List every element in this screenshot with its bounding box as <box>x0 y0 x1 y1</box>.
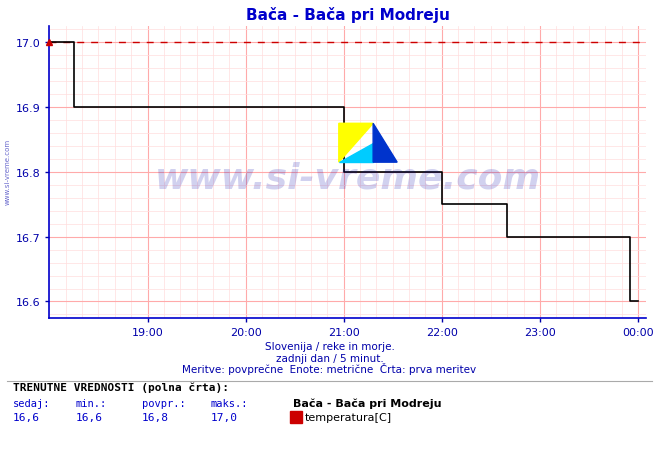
Polygon shape <box>339 124 373 163</box>
Text: 16,6: 16,6 <box>13 412 40 422</box>
Text: Slovenija / reke in morje.: Slovenija / reke in morje. <box>264 341 395 351</box>
Text: povpr.:: povpr.: <box>142 398 185 408</box>
Polygon shape <box>339 143 373 163</box>
Text: www.si-vreme.com: www.si-vreme.com <box>5 138 11 204</box>
Title: Bača - Bača pri Modreju: Bača - Bača pri Modreju <box>246 7 449 23</box>
Text: Bača - Bača pri Modreju: Bača - Bača pri Modreju <box>293 397 442 408</box>
Text: www.si-vreme.com: www.si-vreme.com <box>155 161 540 195</box>
Text: zadnji dan / 5 minut.: zadnji dan / 5 minut. <box>275 353 384 363</box>
Polygon shape <box>373 124 397 163</box>
Text: maks.:: maks.: <box>211 398 248 408</box>
Text: TRENUTNE VREDNOSTI (polna črta):: TRENUTNE VREDNOSTI (polna črta): <box>13 382 229 392</box>
Text: temperatura[C]: temperatura[C] <box>305 412 392 422</box>
Text: 16,8: 16,8 <box>142 412 169 422</box>
Text: Meritve: povprečne  Enote: metrične  Črta: prva meritev: Meritve: povprečne Enote: metrične Črta:… <box>183 362 476 374</box>
Text: 17,0: 17,0 <box>211 412 238 422</box>
Text: sedaj:: sedaj: <box>13 398 51 408</box>
Text: min.:: min.: <box>76 398 107 408</box>
Text: 16,6: 16,6 <box>76 412 103 422</box>
